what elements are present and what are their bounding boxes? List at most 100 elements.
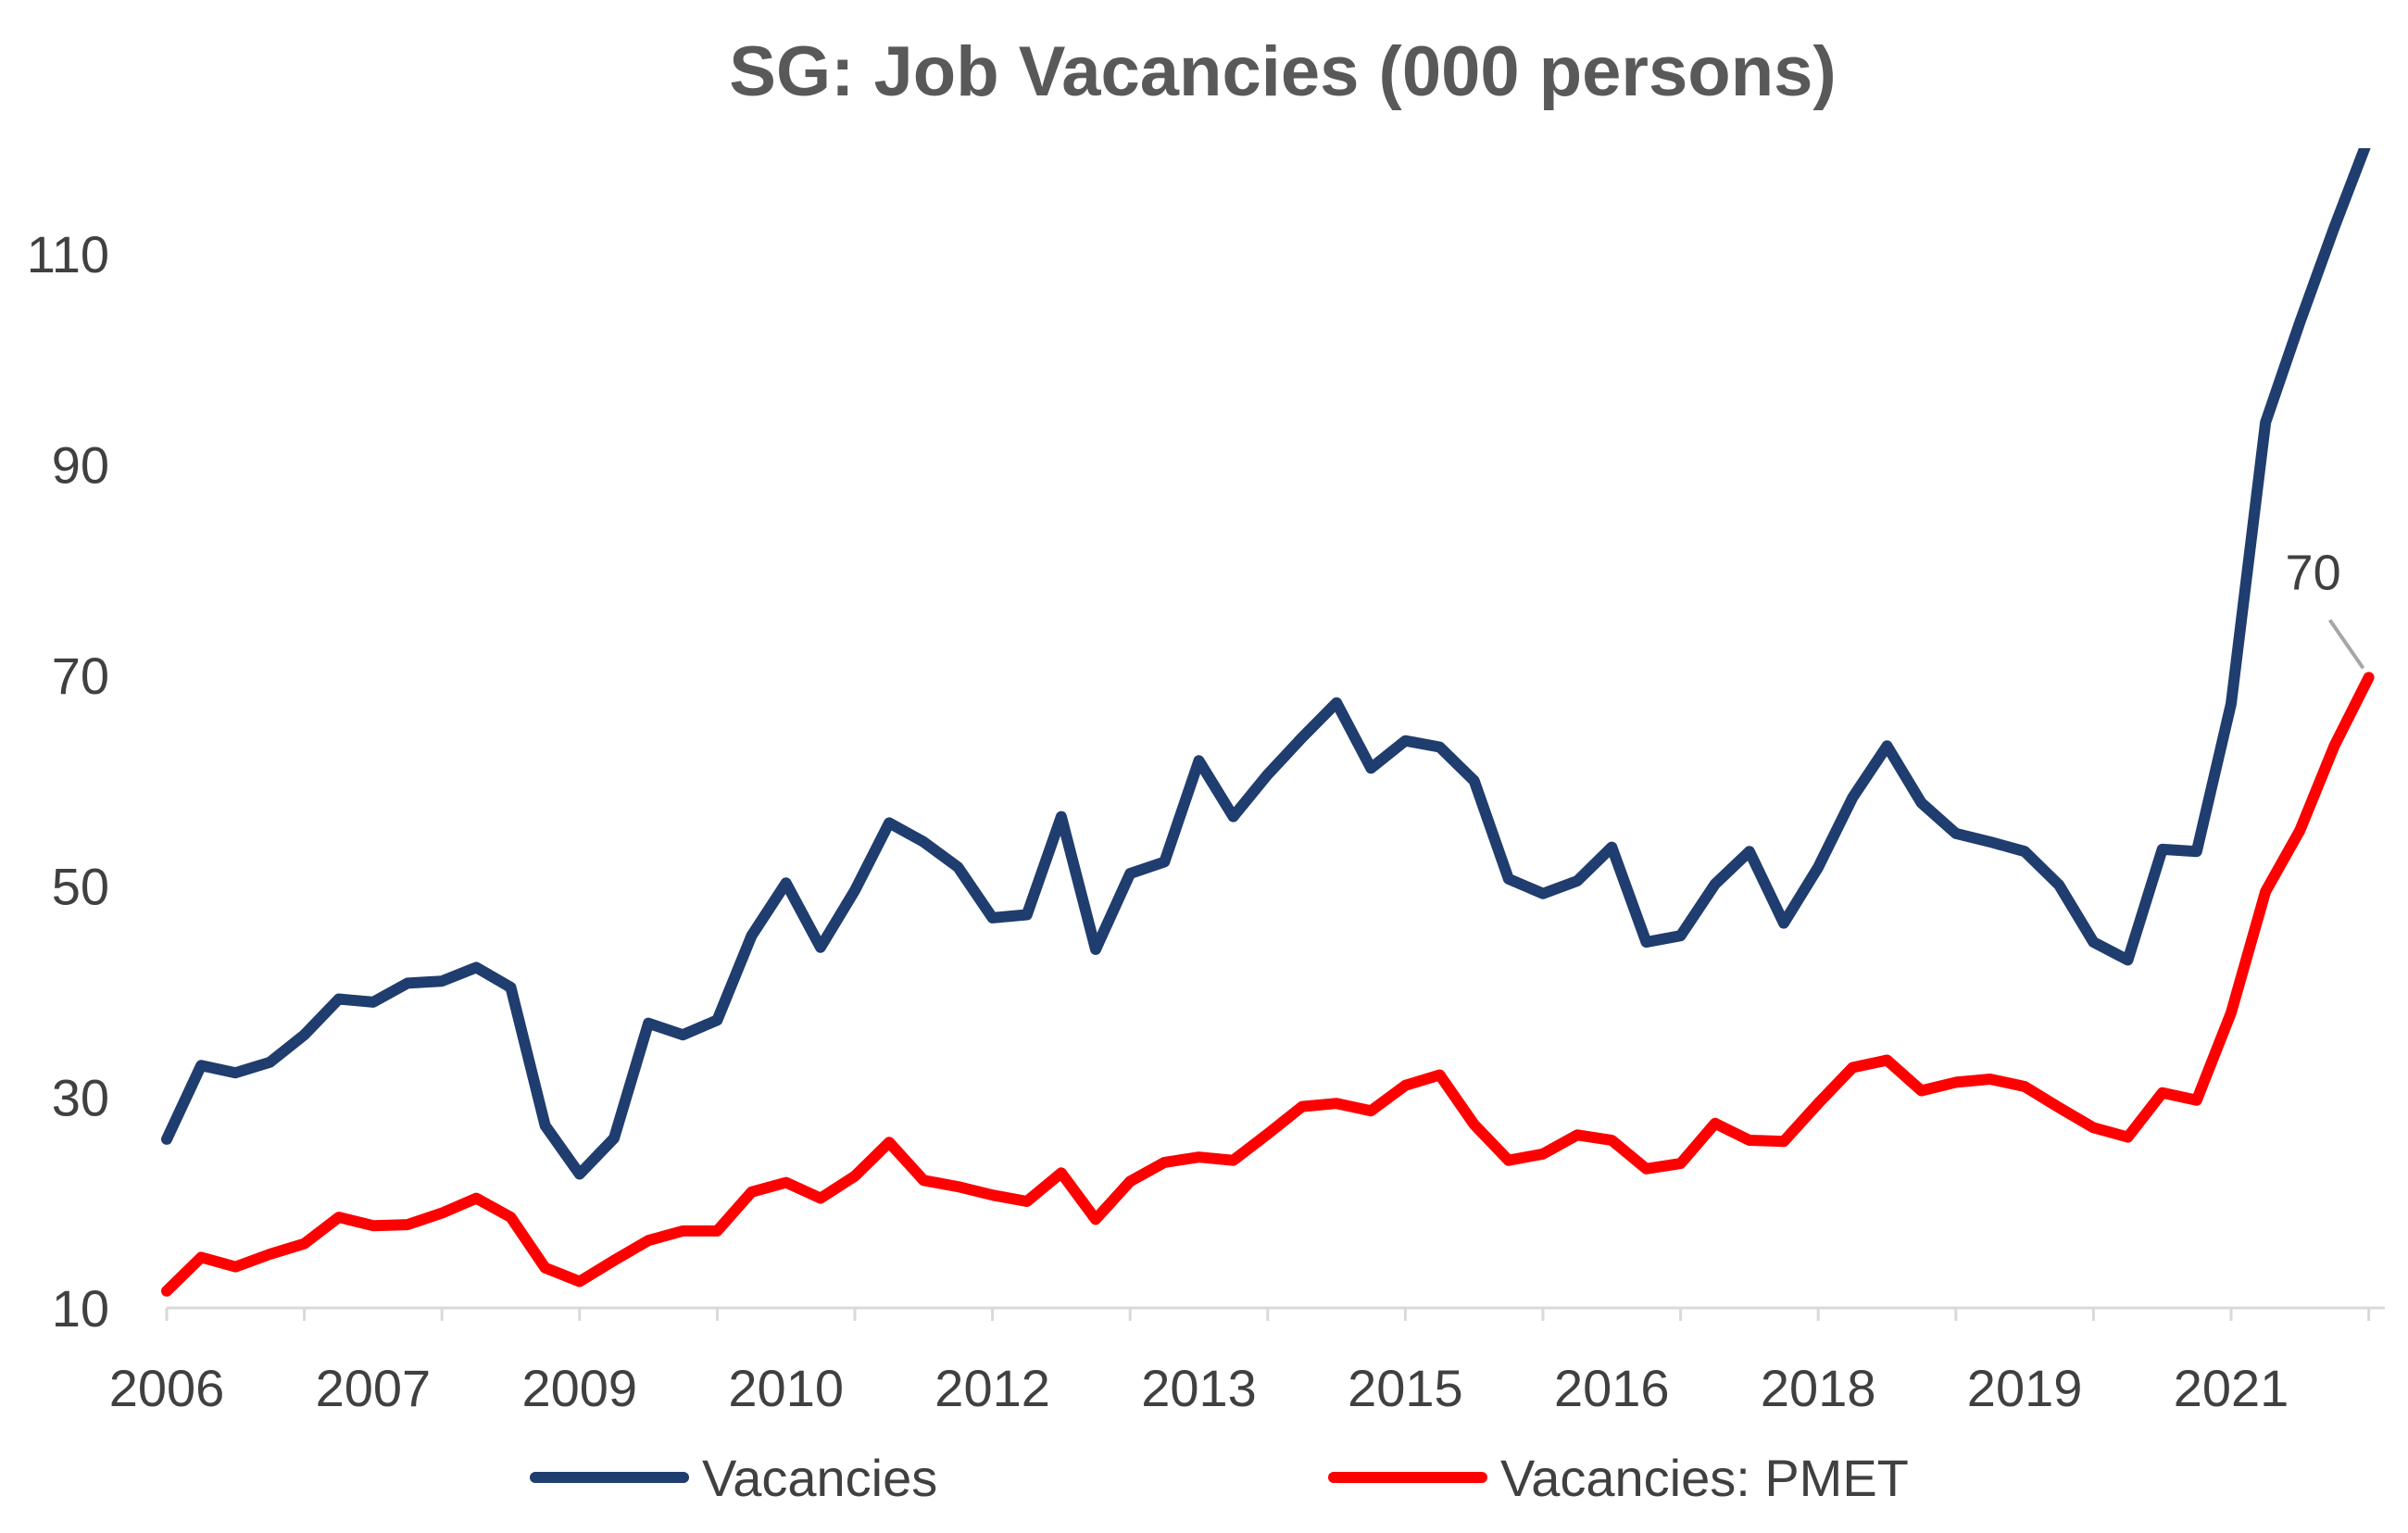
data-point: [1714, 1123, 1716, 1125]
x-tick-label: 2009: [522, 1359, 638, 1417]
data-point: [1887, 1060, 1888, 1061]
data-point: [1060, 816, 1062, 818]
data-point: [200, 1256, 202, 1258]
data-point: [613, 1137, 615, 1139]
data-point: [1817, 1102, 1819, 1104]
data-point: [1163, 861, 1165, 862]
data-point: [2092, 1126, 2094, 1128]
data-point: [1749, 850, 1750, 852]
data-point: [200, 1064, 202, 1066]
data-point: [304, 1243, 306, 1245]
data-point: [475, 966, 477, 968]
data-point: [1233, 816, 1235, 818]
data-point: [888, 1141, 890, 1143]
data-point: [338, 1216, 340, 1218]
data-point: [647, 1239, 649, 1241]
y-tick-label: 30: [52, 1068, 109, 1126]
data-point: [820, 1198, 821, 1200]
data-point: [2127, 959, 2128, 961]
data-point: [1129, 1180, 1131, 1182]
x-tick-label: 2006: [109, 1359, 225, 1417]
annotation-label: 70: [2286, 545, 2341, 600]
data-point: [1026, 914, 1028, 915]
x-tick-label: 2016: [1554, 1359, 1670, 1417]
data-point: [2162, 848, 2163, 850]
data-point: [1095, 1218, 1097, 1220]
data-point: [1095, 949, 1097, 950]
data-point: [1439, 1074, 1440, 1075]
data-point: [1680, 1162, 1682, 1164]
x-tick-label: 2010: [728, 1359, 844, 1417]
data-point: [1404, 1085, 1406, 1087]
data-point: [1783, 923, 1785, 924]
data-point: [785, 1182, 787, 1184]
data-point: [2368, 137, 2369, 138]
data-point: [1336, 702, 1337, 704]
data-point: [613, 1260, 615, 1262]
data-point: [1267, 773, 1269, 775]
data-point: [1336, 1102, 1337, 1104]
data-point: [1576, 880, 1578, 882]
data-point: [441, 980, 443, 982]
data-point: [2333, 226, 2335, 228]
data-point: [579, 1281, 581, 1282]
data-point: [2264, 890, 2266, 892]
data-point: [166, 1138, 168, 1140]
data-point: [716, 1019, 718, 1021]
data-point: [1817, 866, 1819, 868]
data-point: [957, 866, 959, 868]
data-point: [992, 1194, 994, 1196]
data-point: [1060, 1172, 1062, 1174]
data-point: [2230, 1012, 2232, 1013]
y-tick-label: 90: [52, 435, 109, 494]
data-point: [854, 1175, 856, 1177]
data-point: [1026, 1200, 1028, 1202]
data-point: [234, 1266, 236, 1268]
data-point: [1508, 878, 1510, 880]
chart-title: SG: Job Vacancies (000 persons): [729, 32, 1836, 111]
data-point: [1542, 1153, 1544, 1155]
data-point: [1129, 873, 1131, 874]
data-point: [785, 882, 787, 884]
data-point: [682, 1034, 684, 1036]
data-point: [992, 917, 994, 919]
x-tick-label: 2013: [1141, 1359, 1257, 1417]
data-point: [545, 1267, 546, 1269]
data-point: [1370, 767, 1372, 769]
data-point: [510, 986, 511, 988]
series-lines: [161, 148, 2375, 1297]
x-axis-tick-labels: 2006 2007 2009 2010 2012 2013 2015 2016 2018 2019…: [109, 1359, 2289, 1417]
data-point: [1267, 1133, 1269, 1135]
data-point: [1646, 941, 1647, 943]
data-point: [2092, 941, 2094, 943]
data-point: [2264, 421, 2266, 423]
data-point: [1233, 1160, 1235, 1162]
series-line-vacancies: [161, 148, 2371, 1180]
data-point: [1714, 884, 1716, 885]
data-point: [1301, 736, 1303, 738]
x-tick-label: 2015: [1348, 1359, 1463, 1417]
data-point: [1198, 760, 1199, 761]
data-point: [1783, 1140, 1785, 1142]
data-point: [1989, 841, 1991, 843]
data-point: [304, 1034, 306, 1036]
data-point: [1404, 740, 1406, 742]
data-point: [2230, 703, 2232, 705]
data-point: [372, 1001, 374, 1003]
data-point: [1576, 1134, 1578, 1136]
legend-label: Vacancies: PMET: [1500, 1449, 1909, 1507]
data-point: [2333, 745, 2335, 747]
data-point: [682, 1230, 684, 1232]
legend: Vacancies Vacancies: PMET: [530, 1449, 1909, 1507]
data-point: [1749, 1139, 1750, 1141]
data-point: [545, 1125, 546, 1126]
data-point: [510, 1216, 511, 1218]
data-point: [1542, 893, 1544, 895]
data-point: [579, 1174, 581, 1175]
data-point: [1989, 1078, 1991, 1080]
data-point: [2196, 1099, 2198, 1101]
data-point: [922, 1179, 924, 1181]
y-tick-label: 50: [52, 858, 109, 916]
x-axis-tick-marks: [165, 1308, 2371, 1321]
x-tick-label: 2021: [2174, 1359, 2289, 1417]
